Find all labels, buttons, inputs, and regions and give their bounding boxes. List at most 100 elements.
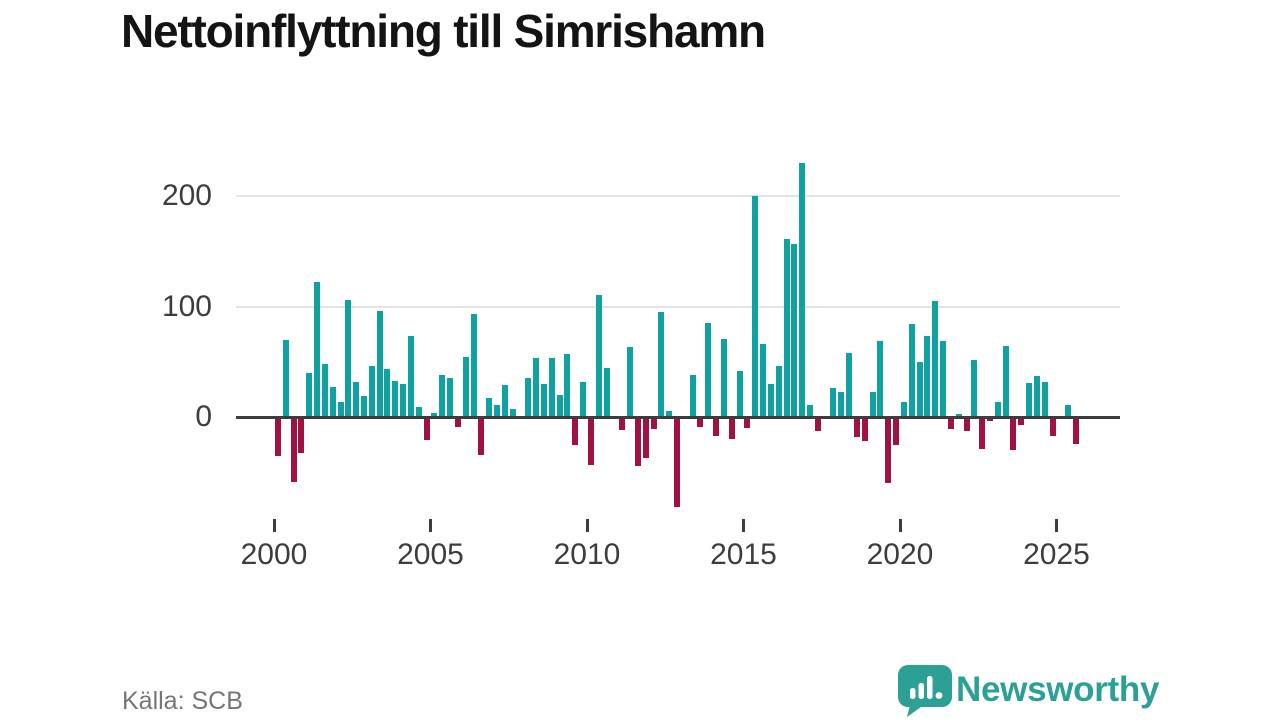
bar-2023-q3 — [1010, 417, 1017, 451]
bar-2003-q2 — [376, 310, 383, 417]
bar-2016-q3 — [791, 243, 798, 417]
x-axis-tick-mark — [1055, 519, 1058, 532]
bar-2018-q3 — [853, 417, 860, 437]
y-axis-tick-label: 200 — [161, 179, 212, 212]
bar-2003-q3 — [384, 369, 391, 417]
gridline-y200 — [236, 195, 1120, 197]
x-axis-tick-label: 2020 — [866, 538, 934, 571]
bar-2004-q2 — [407, 336, 414, 417]
bar-icon-medium — [918, 683, 924, 699]
bar-2016-q1 — [775, 366, 782, 417]
bar-2022-q1 — [963, 417, 970, 432]
bar-2021-q1 — [932, 300, 939, 417]
bar-2008-q3 — [540, 383, 547, 417]
bar-2015-q2 — [752, 196, 759, 417]
zero-axis-line — [236, 415, 1120, 419]
x-axis-tick-label: 2000 — [240, 538, 308, 571]
bar-2024-q2 — [1033, 376, 1040, 417]
bar-2014-q4 — [736, 370, 743, 417]
bar-2005-q4 — [454, 417, 461, 427]
bar-2019-q1 — [869, 391, 876, 417]
bar-2023-q4 — [1018, 417, 1025, 425]
bar-2003-q1 — [368, 366, 375, 417]
bar-2010-q3 — [603, 368, 610, 417]
bar-2008-q2 — [533, 358, 540, 417]
bar-2024-q1 — [1026, 382, 1033, 417]
bar-2014-q2 — [720, 338, 727, 417]
bar-2000-q1 — [274, 417, 281, 456]
y-axis-tick-label: 100 — [161, 289, 212, 323]
bar-2000-q2 — [282, 339, 289, 417]
bar-2016-q2 — [783, 239, 790, 417]
bar-2007-q1 — [494, 404, 500, 417]
bar-2014-q3 — [728, 417, 735, 440]
exclamation-dot-icon — [935, 692, 943, 699]
bar-2020-q2 — [908, 324, 915, 417]
bar-2005-q1 — [431, 412, 438, 417]
bar-2015-q1 — [744, 417, 751, 429]
x-axis-tick-label: 2010 — [553, 538, 621, 571]
bar-2011-q2 — [627, 347, 634, 417]
bar-2006-q2 — [470, 314, 477, 417]
bar-2007-q3 — [509, 409, 516, 417]
bar-2001-q2 — [314, 282, 321, 417]
bar-2019-q2 — [877, 340, 884, 417]
bar-2008-q4 — [548, 358, 555, 417]
x-axis-tick-label: 2015 — [710, 538, 777, 571]
bar-2025-q2 — [1065, 404, 1072, 417]
bar-2016-q4 — [799, 162, 806, 417]
bar-2012-q4 — [673, 417, 680, 507]
bar-2020-q1 — [900, 401, 907, 417]
bar-2013-q2 — [689, 375, 696, 417]
bar-2011-q1 — [619, 417, 626, 431]
bar-2017-q2 — [814, 417, 821, 432]
bar-2013-q4 — [705, 323, 712, 417]
bar-2017-q1 — [807, 404, 813, 417]
bar-2004-q1 — [400, 383, 407, 417]
bar-2023-q2 — [1002, 346, 1009, 417]
bar-2015-q4 — [767, 383, 774, 417]
bar-2023-q1 — [994, 401, 1001, 417]
bar-2011-q4 — [642, 417, 649, 458]
bar-2001-q4 — [329, 387, 336, 417]
bar-2009-q4 — [580, 381, 587, 417]
bar-2002-q3 — [353, 381, 360, 417]
bar-2010-q1 — [587, 417, 594, 465]
bar-2001-q1 — [306, 372, 313, 417]
bar-2011-q3 — [634, 417, 641, 466]
bar-2012-q2 — [658, 312, 665, 417]
bar-2020-q3 — [916, 361, 923, 417]
bar-2010-q2 — [595, 295, 602, 417]
bar-2005-q2 — [439, 375, 446, 417]
speech-bubble-shape — [898, 665, 952, 717]
bar-2008-q1 — [525, 378, 532, 417]
x-axis-tick-label: 2025 — [1023, 538, 1090, 571]
bar-2021-q2 — [940, 340, 947, 417]
bar-2007-q2 — [501, 384, 508, 417]
bar-2002-q2 — [345, 299, 352, 417]
newsworthy-wordmark: Newsworthy — [956, 670, 1160, 709]
bar-2024-q3 — [1041, 381, 1048, 417]
bar-2003-q4 — [392, 380, 399, 417]
bar-2012-q1 — [650, 417, 657, 430]
bar-2001-q3 — [321, 363, 328, 417]
bar-2014-q1 — [713, 417, 720, 436]
bar-2009-q2 — [564, 354, 571, 417]
bar-2025-q3 — [1073, 417, 1080, 444]
x-axis-tick-label: 2005 — [397, 538, 464, 571]
bar-2004-q4 — [423, 417, 430, 441]
newsworthy-logo-icon — [898, 665, 952, 717]
bar-2024-q4 — [1049, 417, 1056, 436]
bar-2009-q1 — [556, 394, 563, 417]
bar-2022-q4 — [986, 417, 993, 422]
y-axis-tick-label: 0 — [195, 400, 212, 433]
bar-2006-q4 — [486, 398, 493, 417]
bar-2012-q3 — [666, 411, 673, 417]
bar-2006-q3 — [478, 417, 485, 455]
bar-2017-q4 — [830, 388, 837, 417]
bar-2019-q3 — [885, 417, 892, 484]
bar-icon-large — [927, 676, 933, 699]
x-axis-tick-mark — [898, 519, 902, 532]
bar-2013-q3 — [697, 417, 704, 427]
